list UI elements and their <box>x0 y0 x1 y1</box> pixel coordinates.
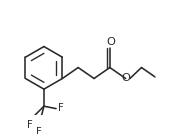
Text: F: F <box>58 103 64 113</box>
Text: O: O <box>106 37 115 47</box>
Text: O: O <box>122 73 131 83</box>
Text: F: F <box>27 120 33 130</box>
Text: F: F <box>36 127 42 134</box>
